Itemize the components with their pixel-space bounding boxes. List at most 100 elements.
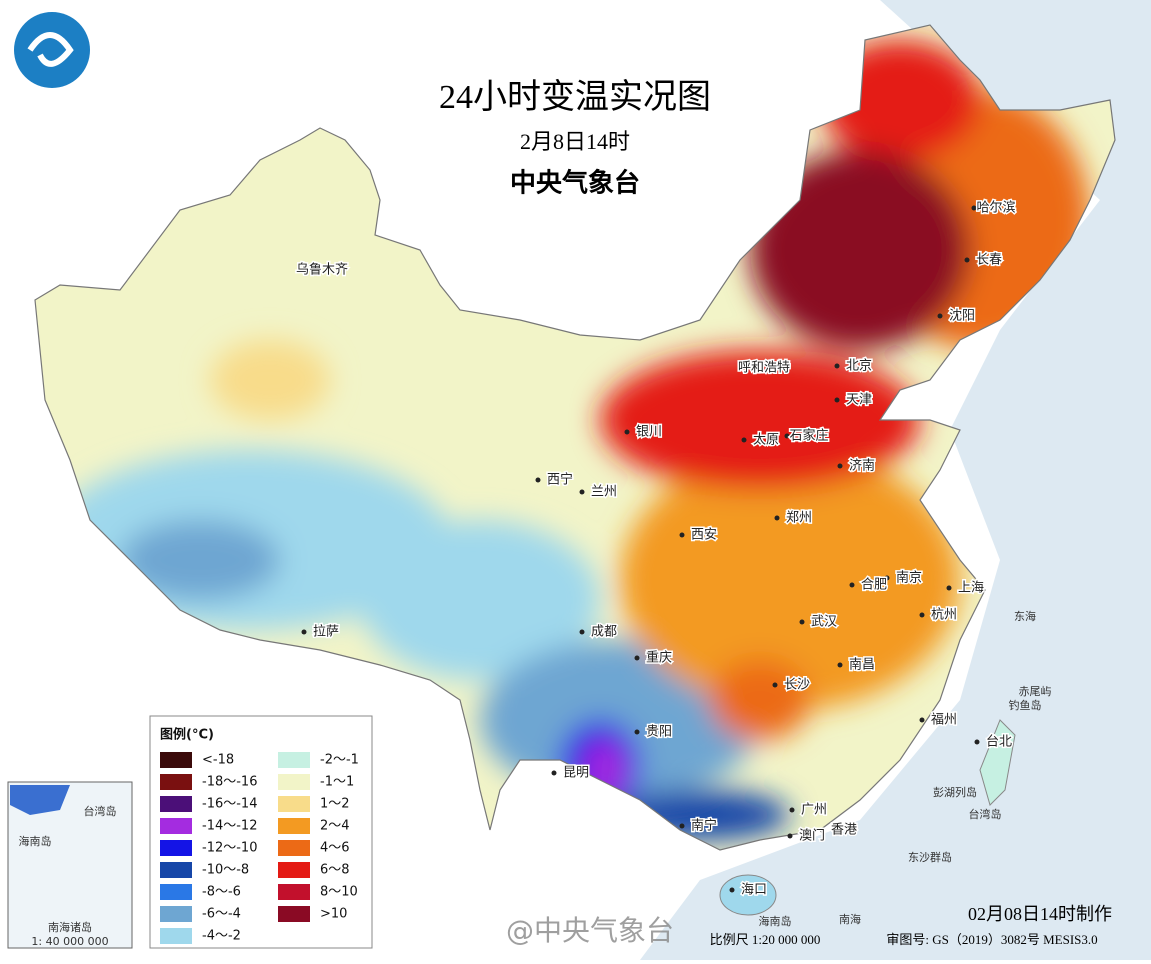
city-dot [579,489,585,495]
taiwan [979,719,1016,806]
blob [210,340,330,420]
place-label: 海南岛 [759,914,792,928]
city-dot [634,655,640,661]
city-label: 重庆 [646,650,672,666]
city-label: 福州 [931,713,957,728]
place-label: 钓鱼岛 [1009,698,1042,712]
legend-label: -1～1 [320,775,354,790]
city-dot [297,267,303,273]
legend-label: -2～-1 [320,753,359,768]
legend-label: 1～2 [320,797,350,812]
legend-swatch [160,928,192,944]
city-label: 银川 [636,425,662,440]
made-time: 02月08日14时制作 [968,904,1112,924]
place-label: 东沙群岛 [908,850,952,864]
legend-label: -12～-10 [202,841,257,856]
legend-label: -6～-4 [202,907,241,922]
city-label: 北京 [846,359,872,374]
hainan [719,874,777,916]
city-label: 武汉 [811,615,837,630]
scale: 比例尺 1:20 000 000 [710,932,821,947]
city-dot [679,532,685,538]
city-dot [837,463,843,469]
legend-swatch [278,906,310,922]
legend-swatch [278,796,310,812]
city-dot [787,833,793,839]
city-label: 南昌 [849,657,875,673]
city-label: 拉萨 [313,625,339,640]
city-label: 西安 [691,528,717,543]
city-dot [946,585,952,591]
city-label: 香港 [831,823,857,838]
agency: 中央气象台 [510,168,640,199]
city-label: 杭州 [931,608,957,623]
city-label: 呼和浩特 [738,361,790,376]
city-dot [789,807,795,813]
city-dot [729,887,735,893]
city-label: 台北 [986,735,1012,750]
city-dot [919,717,925,723]
city-dot [784,433,790,439]
legend-swatch [160,840,192,856]
city-label: 澳门 [799,828,825,844]
city-label: 昆明 [563,766,589,781]
city-dot [974,739,980,745]
legend-label: -14～-12 [202,819,257,834]
city-label: 合肥 [861,578,887,593]
blob [120,520,280,600]
legend-label: -4～-2 [202,929,241,944]
legend-swatch [278,818,310,834]
city-dot [624,429,630,435]
inset-scale: 1: 40 000 000 [31,935,108,948]
city-label: 南京 [896,570,922,586]
city-dot [551,770,557,776]
blob [750,150,970,350]
place-label: 台湾岛 [969,807,1002,821]
subtitle: 2月8日14时 [520,129,630,154]
title: 24小时变温实况图 [439,78,711,116]
city-label: 广州 [801,803,827,818]
city-label: 贵阳 [646,725,672,740]
city-dot [739,365,745,371]
legend-label: -16～-14 [202,797,257,812]
city-label: 西宁 [547,472,573,488]
sea [640,0,1151,960]
legend-swatch [160,884,192,900]
blob [583,740,627,800]
city-dot [919,612,925,618]
legend-swatch [278,840,310,856]
legend-label: 6～8 [320,863,350,878]
city-dot [819,827,825,833]
city-label: 乌鲁木齐 [296,262,348,278]
blob [600,350,920,490]
city-label: 沈阳 [949,309,975,324]
city-dot [772,682,778,688]
city-dot [679,823,685,829]
city-dot [971,205,977,211]
city-dot [834,363,840,369]
legend-label: 8～10 [320,885,358,900]
city-label: 济南 [849,458,875,474]
inset-label: 台湾岛 [84,804,117,818]
city-label: 石家庄 [789,428,828,444]
legend-swatch [160,862,192,878]
city-dot [964,257,970,263]
legend-swatch [278,884,310,900]
city-dot [799,619,805,625]
city-label: 哈尔滨 [976,200,1015,216]
city-dot [937,313,943,319]
city-label: 海口 [741,883,767,898]
city-dot [834,397,840,403]
blob [360,520,600,680]
city-dot [837,662,843,668]
legend-label: <-18 [202,753,234,768]
city-label: 太原 [753,433,779,448]
legend-swatch [160,752,192,768]
legend-swatch [160,818,192,834]
place-label: 彭湖列岛 [933,785,977,799]
city-label: 长沙 [784,678,810,693]
legend-label: -10～-8 [202,863,249,878]
city-dot [741,437,747,443]
city-dot [535,477,541,483]
